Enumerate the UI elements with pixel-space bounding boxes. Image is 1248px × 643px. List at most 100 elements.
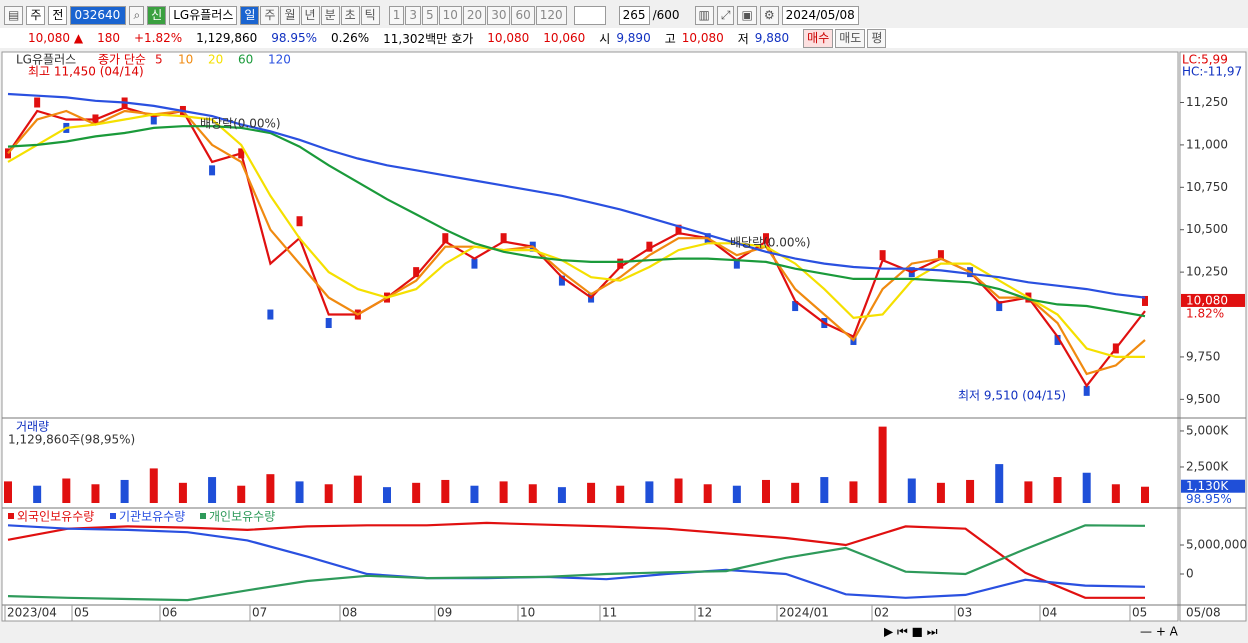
volume-bar [441,479,450,503]
x-tick-label: 04 [1042,606,1057,620]
interval-buttons: 1 3 5 10 20 30 60 120 [388,5,567,25]
volume-bar [499,481,508,503]
period-button[interactable]: 월 [280,5,300,25]
interval-button[interactable]: 3 [405,5,421,25]
trade-button[interactable]: 매도 [835,28,866,48]
axis-bg [1179,51,1247,622]
x-tick-label: 07 [252,606,267,620]
current-marker [1181,293,1245,307]
candle [325,318,332,329]
annotation: 배당락(0.00%) [200,117,281,131]
interval-button[interactable]: 120 [535,5,567,25]
menu[interactable]: ▤ [4,5,24,25]
period-button[interactable]: 년 [300,5,320,25]
candle [471,258,478,269]
volume-bar [120,479,129,503]
volume-bar [266,474,275,503]
count[interactable]: 265 [618,5,650,25]
quote-label: 호가 [451,31,474,46]
volume-bar [587,482,596,503]
trade-buttons: 매수 매도 평 [803,28,887,48]
y-tick-label: 9,750 [1186,349,1220,363]
volume-bar [149,468,158,503]
annotation: 배당락(0.00%) [730,236,811,250]
candle [937,250,944,261]
current-rate: 1.82% [1186,306,1224,320]
volume-bar [878,426,887,503]
amount: 11,302백만 [383,31,448,46]
low: 9,880 [754,31,790,45]
blank-box[interactable] [573,5,606,25]
hc-label: HC:-11,97 [1182,65,1242,79]
series-line [7,125,1146,318]
open-label: 시 [599,31,611,46]
panel-subtitle: 1,129,860주(98,95%) [8,433,135,447]
volume-bar [4,481,12,503]
interval-button[interactable]: 10 [438,5,462,25]
tool[interactable]: ⤢ [716,5,735,25]
scroll-buttons[interactable]: ▶ ⏮ ■ ⏭ [884,625,938,639]
change: 180 [97,31,120,45]
tool[interactable]: ⚙ [759,5,779,25]
legend-entry: 120 [268,53,291,67]
period-type[interactable]: 주 [26,5,46,25]
legend-swatch [8,513,14,519]
y-tick-label: 5,000K [1186,423,1229,437]
x-tick-label: 05 [1132,606,1147,620]
legend-swatch [110,513,116,519]
volume-bar [470,485,479,503]
volume-bar [295,481,304,503]
trade-button[interactable]: 매수 [803,28,834,48]
code[interactable]: 032640 [70,5,127,25]
candle [442,233,449,244]
annotation: 최고 11,450 (04/14) [28,65,144,79]
candle [558,275,565,286]
candle [675,224,682,235]
interval-button[interactable]: 20 [462,5,487,25]
prev[interactable]: 전 [48,5,68,25]
volume-bar [674,478,683,503]
open: 9,890 [616,31,651,45]
legend-entry: 기관보유수량 [119,510,185,524]
date[interactable]: 2024/05/08 [781,5,859,25]
zoom-buttons[interactable]: — + A [1140,625,1179,639]
ask: 10,080 [487,31,530,45]
interval-button[interactable]: 30 [487,5,511,25]
x-tick-label: 02 [874,606,889,620]
volume-bar [208,477,217,503]
price-text: 10,080 [28,31,70,45]
tool[interactable]: ▣ [737,5,757,25]
x-tick-label: 2023/04 [7,606,57,620]
interval-button[interactable]: 5 [421,5,438,25]
trade-button[interactable]: 평 [867,28,887,48]
x-tick-label: 09 [437,606,452,620]
volume-bar [936,482,945,503]
panel-title: LG유플러스 [16,53,76,67]
candle [733,258,740,269]
candle [1142,295,1148,306]
period-button[interactable]: 일 [240,5,260,25]
tool[interactable]: ▥ [694,5,714,25]
candle [413,267,420,278]
interval-button[interactable]: 1 [388,5,405,25]
current-marker [1181,479,1245,493]
y-tick-label: 11,250 [1186,95,1228,109]
volume-bar [383,487,391,503]
candle [150,114,157,125]
period-button[interactable]: 주 [260,5,280,25]
period-button[interactable]: 초 [340,5,360,25]
volume-bar [91,484,100,503]
stock-name: LG유플러스 [169,5,238,25]
search[interactable]: ⌕ [129,5,145,25]
volume-bar [762,479,770,503]
interval-button[interactable]: 60 [511,5,535,25]
volume-bar [324,484,333,503]
period-button[interactable]: 분 [320,5,340,25]
current-label: 1,130K [1186,479,1229,493]
legend-entry: 20 [208,53,223,67]
candle [267,309,274,320]
period-button[interactable]: 틱 [360,5,380,25]
series-line [7,109,1146,376]
